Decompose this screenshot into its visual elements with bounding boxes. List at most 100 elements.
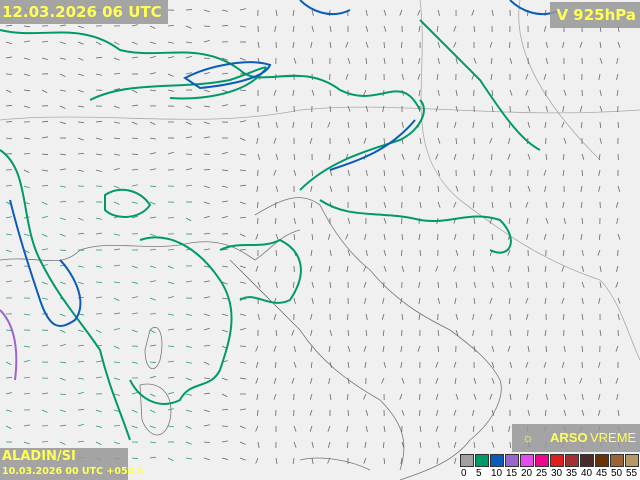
wind-barb [545, 201, 548, 208]
wind-barb [275, 249, 277, 257]
wind-barb [401, 121, 404, 128]
wind-barb [131, 409, 138, 413]
wind-barb [347, 105, 351, 112]
wind-barb [185, 425, 192, 430]
wind-barb [185, 153, 193, 155]
wind-barb [113, 73, 121, 75]
wind-barb [221, 151, 228, 155]
wind-barb [383, 249, 387, 256]
wind-barb [149, 168, 156, 171]
wind-barb [113, 137, 121, 140]
wind-barb [41, 233, 48, 238]
wind-barb [149, 72, 156, 75]
wind-barb [221, 104, 228, 107]
wind-barb [167, 296, 174, 299]
wind-barb [401, 233, 403, 241]
wind-barb [5, 264, 13, 267]
wind-barb [365, 249, 368, 256]
wind-barb [59, 329, 66, 333]
wind-barb [77, 377, 84, 380]
wind-barb [292, 9, 295, 16]
wind-barb [383, 201, 387, 208]
wind-barb [59, 200, 67, 203]
wind-barb [382, 297, 385, 304]
wind-barb [59, 168, 66, 171]
wind-barb [239, 233, 246, 237]
wind-barb [581, 249, 584, 256]
parameter-label: V 925hPa [550, 2, 640, 28]
wind-barb [5, 233, 12, 236]
wind-barb [471, 9, 475, 16]
wind-barb [77, 217, 84, 221]
wind-barb [347, 345, 351, 352]
wind-barb [95, 169, 102, 172]
wind-barb [615, 281, 619, 288]
wind-barb [543, 361, 547, 368]
wind-barb [507, 153, 511, 160]
wind-barb [292, 41, 295, 48]
wind-barb [149, 265, 156, 268]
wind-barb [23, 313, 30, 316]
wind-barb [472, 313, 475, 320]
wind-barb [23, 392, 31, 395]
wind-barb [113, 377, 120, 381]
wind-barb [221, 329, 228, 333]
wind-barb [363, 265, 367, 272]
wind-barb [311, 233, 314, 241]
wind-barb [419, 201, 422, 208]
wind-barb [382, 345, 385, 352]
legend-swatch [520, 454, 534, 467]
wind-barb [203, 327, 210, 331]
wind-barb [167, 89, 174, 92]
wind-barb [41, 41, 49, 43]
wind-barb [473, 441, 476, 448]
wind-barb [382, 105, 385, 112]
wind-barb [365, 121, 367, 129]
wind-barb [435, 409, 439, 416]
wind-barb [291, 329, 295, 336]
wind-barb [41, 153, 49, 156]
wind-barb [329, 393, 332, 400]
wind-barb [5, 137, 12, 140]
wind-barb [5, 249, 12, 253]
wind-barb [149, 137, 156, 140]
wind-barb [185, 345, 192, 349]
wind-barb [364, 297, 367, 304]
wind-barb [616, 89, 619, 96]
wind-barb [400, 361, 403, 368]
wind-barb [239, 153, 246, 156]
legend-swatch [580, 454, 594, 467]
wind-barb [309, 377, 313, 384]
wind-barb [185, 41, 192, 44]
wind-barb [203, 424, 210, 427]
wind-barb [131, 41, 138, 45]
wind-barb [41, 248, 48, 251]
wind-barb [401, 265, 405, 272]
wind-barb [23, 57, 30, 60]
wind-barb [203, 121, 210, 125]
wind-barb [365, 9, 368, 16]
wind-barb [131, 312, 138, 315]
wind-barb [598, 185, 601, 192]
wind-barb [545, 41, 548, 48]
wind-barb [365, 409, 369, 416]
wind-barb [562, 281, 565, 289]
wind-barb [491, 281, 495, 288]
wind-barb [563, 89, 567, 96]
wind-barb [203, 169, 211, 171]
legend-swatch [565, 454, 579, 467]
wind-barb [95, 329, 102, 333]
wind-barb [599, 377, 602, 384]
wind-barb [472, 329, 475, 336]
wind-barb [383, 441, 385, 449]
wind-barb [418, 265, 421, 272]
brand-logo [512, 424, 640, 452]
legend-tick: 25 [536, 468, 548, 479]
wind-barb [59, 409, 66, 413]
wind-barb [598, 73, 601, 80]
wind-barb [383, 137, 385, 145]
wind-barb [113, 153, 120, 156]
wind-barb [149, 361, 157, 364]
wind-barb [363, 393, 367, 400]
wind-barb [59, 89, 66, 92]
